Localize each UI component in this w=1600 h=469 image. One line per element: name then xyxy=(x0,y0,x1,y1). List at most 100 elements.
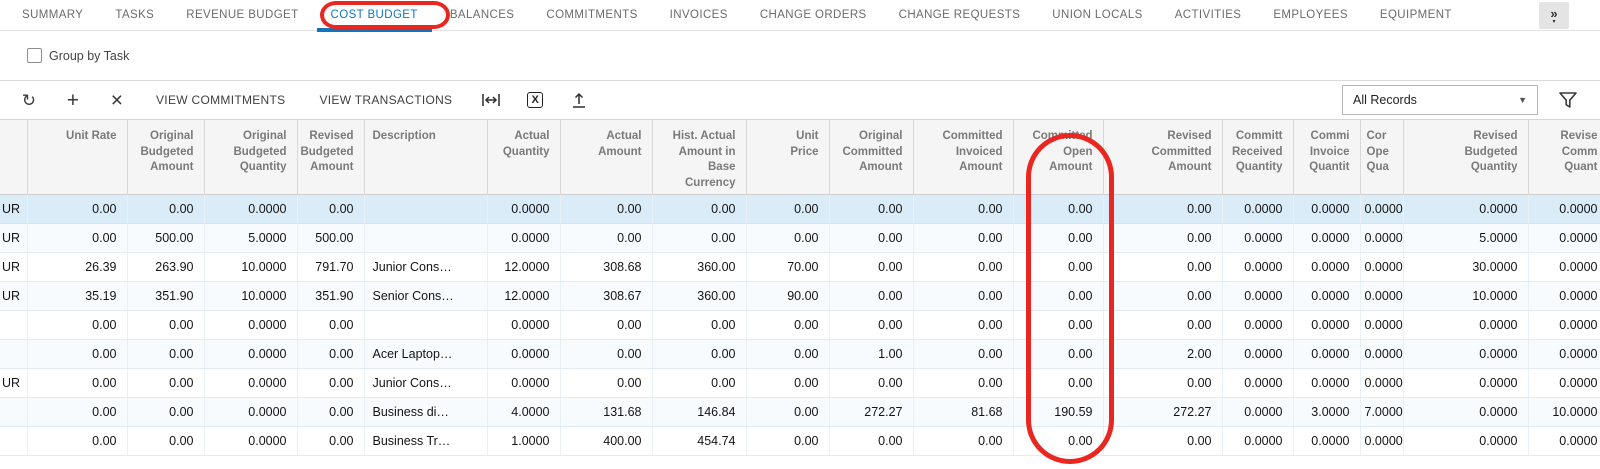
column-header-committed-received-quantity[interactable]: Committ Received Quantity xyxy=(1222,120,1294,195)
cell-hist-actual-amount-in-base-currency[interactable]: 0.00 xyxy=(652,310,747,340)
cell-unit-price[interactable]: 0.00 xyxy=(746,310,830,340)
column-header-revised-committed-amount[interactable]: Revised Committed Amount xyxy=(1103,120,1223,195)
delete-row-button[interactable]: × xyxy=(102,85,132,115)
cell-committed-open-amount[interactable]: 0.00 xyxy=(1013,223,1104,253)
tab-cost-budget[interactable]: COST BUDGET xyxy=(315,0,434,32)
cell-revised-budgeted-quantity[interactable]: 30.0000 xyxy=(1403,252,1529,282)
tab-revenue-budget[interactable]: REVENUE BUDGET xyxy=(186,9,299,21)
cell-actual-quantity[interactable]: 0.0000 xyxy=(487,368,561,398)
tab-change-orders[interactable]: CHANGE ORDERS xyxy=(759,9,867,21)
cell-actual-amount[interactable]: 0.00 xyxy=(560,223,653,253)
fit-to-screen-button[interactable] xyxy=(476,85,506,115)
cell-unit-price[interactable]: 0.00 xyxy=(746,426,830,456)
cell-revised-committed-amount[interactable]: 2.00 xyxy=(1103,339,1223,369)
cell-committed-received-quantity[interactable]: 0.0000 xyxy=(1222,194,1294,224)
cell-committed-received-quantity[interactable]: 0.0000 xyxy=(1222,252,1294,282)
cell-unit-rate[interactable]: 0.00 xyxy=(27,310,128,340)
cell-unit-rate[interactable]: 0.00 xyxy=(27,368,128,398)
cell-committed-invoiced-quantity[interactable]: 0.0000 xyxy=(1293,310,1361,340)
tab-activities[interactable]: ACTIVITIES xyxy=(1174,9,1242,21)
cell-unit-price[interactable]: 70.00 xyxy=(746,252,830,282)
cell-unit-price[interactable]: 90.00 xyxy=(746,281,830,311)
cell-revised-budgeted-amount[interactable]: 0.00 xyxy=(297,194,365,224)
cell-committed-open-quantity[interactable]: 0.0000 xyxy=(1360,223,1404,253)
column-header-original-committed-amount[interactable]: Original Committed Amount xyxy=(829,120,914,195)
cell-actual-amount[interactable]: 131.68 xyxy=(560,397,653,427)
column-header-revised-committed-quantity[interactable]: Revise Comm Quant xyxy=(1528,120,1600,195)
cell-original-committed-amount[interactable]: 272.27 xyxy=(829,397,914,427)
cell-committed-open-amount[interactable]: 0.00 xyxy=(1013,339,1104,369)
column-header-uom[interactable] xyxy=(0,120,28,195)
cell-revised-committed-amount[interactable]: 0.00 xyxy=(1103,252,1223,282)
cell-revised-budgeted-amount[interactable]: 0.00 xyxy=(297,339,365,369)
view-commitments-button[interactable]: VIEW COMMITMENTS xyxy=(156,93,286,107)
cell-committed-invoiced-amount[interactable]: 0.00 xyxy=(913,368,1014,398)
cell-committed-open-amount[interactable]: 190.59 xyxy=(1013,397,1104,427)
cell-unit-rate[interactable]: 0.00 xyxy=(27,426,128,456)
cell-actual-amount[interactable]: 0.00 xyxy=(560,194,653,224)
tab-union-locals[interactable]: UNION LOCALS xyxy=(1052,9,1143,21)
refresh-button[interactable]: ↻ xyxy=(14,85,44,115)
cell-committed-open-quantity[interactable]: 7.0000 xyxy=(1360,397,1404,427)
cell-hist-actual-amount-in-base-currency[interactable]: 0.00 xyxy=(652,368,747,398)
records-filter-dropdown[interactable]: All Records ▼ xyxy=(1342,85,1538,115)
cell-uom[interactable]: UR xyxy=(0,194,28,224)
cell-original-budgeted-amount[interactable]: 351.90 xyxy=(127,281,205,311)
cell-revised-budgeted-quantity[interactable]: 0.0000 xyxy=(1403,368,1529,398)
column-header-original-budgeted-amount[interactable]: Original Budgeted Amount xyxy=(127,120,205,195)
cell-unit-rate[interactable]: 0.00 xyxy=(27,339,128,369)
tab-employees[interactable]: EMPLOYEES xyxy=(1273,9,1348,21)
cell-description[interactable]: Business Tr… xyxy=(364,426,488,456)
cell-actual-amount[interactable]: 0.00 xyxy=(560,310,653,340)
cell-description[interactable]: Junior Cons… xyxy=(364,368,488,398)
cell-committed-open-amount[interactable]: 0.00 xyxy=(1013,310,1104,340)
cell-actual-quantity[interactable]: 0.0000 xyxy=(487,223,561,253)
cell-original-budgeted-quantity[interactable]: 0.0000 xyxy=(204,310,298,340)
column-header-unit-price[interactable]: Unit Price xyxy=(746,120,830,195)
cell-actual-quantity[interactable]: 0.0000 xyxy=(487,310,561,340)
column-header-committed-invoiced-quantity[interactable]: Commi Invoice Quantit xyxy=(1293,120,1361,195)
cell-original-budgeted-amount[interactable]: 0.00 xyxy=(127,194,205,224)
cell-revised-budgeted-amount[interactable]: 791.70 xyxy=(297,252,365,282)
cell-committed-open-amount[interactable]: 0.00 xyxy=(1013,252,1104,282)
upload-button[interactable] xyxy=(564,85,594,115)
cell-unit-rate[interactable]: 0.00 xyxy=(27,223,128,253)
cell-committed-invoiced-amount[interactable]: 0.00 xyxy=(913,252,1014,282)
tab-commitments[interactable]: COMMITMENTS xyxy=(546,9,638,21)
add-row-button[interactable]: + xyxy=(58,85,88,115)
column-header-committed-open-quantity[interactable]: Cor Ope Qua xyxy=(1360,120,1404,195)
cell-committed-invoiced-amount[interactable]: 81.68 xyxy=(913,397,1014,427)
cell-committed-invoiced-quantity[interactable]: 0.0000 xyxy=(1293,281,1361,311)
tab-summary[interactable]: SUMMARY xyxy=(22,9,84,21)
column-header-committed-invoiced-amount[interactable]: Committed Invoiced Amount xyxy=(913,120,1014,195)
cell-actual-quantity[interactable]: 0.0000 xyxy=(487,194,561,224)
cell-unit-rate[interactable]: 0.00 xyxy=(27,194,128,224)
cell-committed-invoiced-amount[interactable]: 0.00 xyxy=(913,223,1014,253)
cell-revised-committed-quantity[interactable]: 0.0000 xyxy=(1528,252,1600,282)
cell-actual-quantity[interactable]: 1.0000 xyxy=(487,426,561,456)
cell-description[interactable]: Business di… xyxy=(364,397,488,427)
cell-original-budgeted-quantity[interactable]: 0.0000 xyxy=(204,397,298,427)
cell-committed-invoiced-quantity[interactable]: 0.0000 xyxy=(1293,368,1361,398)
column-header-original-budgeted-quantity[interactable]: Original Budgeted Quantity xyxy=(204,120,298,195)
cell-original-budgeted-quantity[interactable]: 10.0000 xyxy=(204,252,298,282)
cell-committed-open-amount[interactable]: 0.00 xyxy=(1013,368,1104,398)
cell-committed-open-amount[interactable]: 0.00 xyxy=(1013,426,1104,456)
cell-revised-committed-amount[interactable]: 0.00 xyxy=(1103,310,1223,340)
cell-uom[interactable]: UR xyxy=(0,281,28,311)
cell-revised-committed-quantity[interactable]: 0.0000 xyxy=(1528,223,1600,253)
cell-hist-actual-amount-in-base-currency[interactable]: 0.00 xyxy=(652,339,747,369)
cell-revised-committed-amount[interactable]: 0.00 xyxy=(1103,223,1223,253)
cell-revised-committed-quantity[interactable]: 0.0000 xyxy=(1528,339,1600,369)
cell-hist-actual-amount-in-base-currency[interactable]: 454.74 xyxy=(652,426,747,456)
cell-original-budgeted-quantity[interactable]: 0.0000 xyxy=(204,194,298,224)
cell-committed-received-quantity[interactable]: 0.0000 xyxy=(1222,339,1294,369)
cell-original-budgeted-amount[interactable]: 0.00 xyxy=(127,339,205,369)
cell-committed-open-quantity[interactable]: 0.0000 xyxy=(1360,281,1404,311)
cell-original-committed-amount[interactable]: 0.00 xyxy=(829,310,914,340)
cell-revised-budgeted-quantity[interactable]: 0.0000 xyxy=(1403,339,1529,369)
cell-committed-open-quantity[interactable]: 0.0000 xyxy=(1360,310,1404,340)
cell-revised-budgeted-amount[interactable]: 500.00 xyxy=(297,223,365,253)
cell-committed-invoiced-quantity[interactable]: 0.0000 xyxy=(1293,194,1361,224)
cell-original-budgeted-amount[interactable]: 0.00 xyxy=(127,426,205,456)
